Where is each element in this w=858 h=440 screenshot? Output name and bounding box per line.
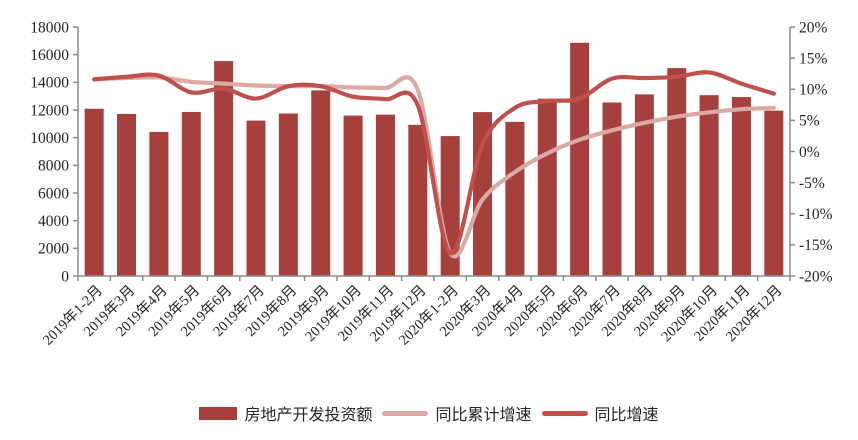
bar <box>278 113 298 276</box>
y-axis-right-label: -10% <box>799 206 833 223</box>
y-axis-right-label: -5% <box>799 175 825 192</box>
bar-swatch <box>199 406 238 420</box>
y-axis-right-label: -20% <box>799 268 833 285</box>
combo-chart-canvas: 18000 16000 14000 12000 10000 8000 6000 4000 200… <box>30 19 833 348</box>
bar <box>505 121 525 276</box>
bar <box>149 131 169 276</box>
legend-label-cumulative-growth: 同比累计增速 <box>435 407 532 424</box>
bar <box>84 108 104 276</box>
y-axis-right-label: 10% <box>799 82 828 99</box>
y-axis-left-label: 16000 <box>30 47 69 64</box>
bar <box>667 68 687 277</box>
line-swatch-yoy <box>541 410 588 416</box>
y-axis-right-label: 15% <box>799 50 828 67</box>
legend-item-cumulative-growth: 同比累计增速 <box>382 401 532 425</box>
line-series <box>92 70 776 256</box>
bar <box>181 111 201 277</box>
legend-label-yoy-growth: 同比增速 <box>594 407 659 424</box>
y-axis-right-label: 0% <box>799 144 820 161</box>
bar <box>764 110 784 277</box>
line-swatch-cumulative <box>382 410 429 416</box>
bar <box>570 42 590 276</box>
bar <box>537 98 557 276</box>
y-axis-left-label: 8000 <box>38 158 69 175</box>
y-axis-left-label: 2000 <box>38 241 69 258</box>
bar <box>246 120 266 276</box>
y-axis-left-label: 4000 <box>38 213 69 230</box>
y-axis-left-label: 0 <box>61 268 69 285</box>
chart-legend: 房地产开发投资额 同比累计增速 同比增速 <box>0 399 858 427</box>
bar <box>375 114 395 277</box>
y-axis-right-label: 5% <box>799 113 820 130</box>
bar <box>408 124 428 277</box>
bar <box>214 61 234 276</box>
y-axis-left-label: 18000 <box>30 19 69 36</box>
y-axis-right-label: 20% <box>799 19 828 36</box>
bar <box>343 115 363 276</box>
y-axis-left-label: 12000 <box>30 102 69 119</box>
legend-item-yoy-growth: 同比增速 <box>541 401 659 425</box>
y-axis-left-label: 10000 <box>30 130 69 147</box>
bar <box>117 113 137 276</box>
bar <box>699 95 719 276</box>
legend-item-investment: 房地产开发投资额 <box>199 401 372 425</box>
bar <box>602 102 622 276</box>
y-axis-right-label: -15% <box>799 237 833 254</box>
bar <box>311 90 331 276</box>
bar <box>634 94 654 276</box>
y-axis-left-label: 6000 <box>38 185 69 202</box>
y-axis-left-label: 14000 <box>30 75 69 92</box>
bar <box>731 97 751 276</box>
legend-label-investment: 房地产开发投资额 <box>244 407 373 424</box>
